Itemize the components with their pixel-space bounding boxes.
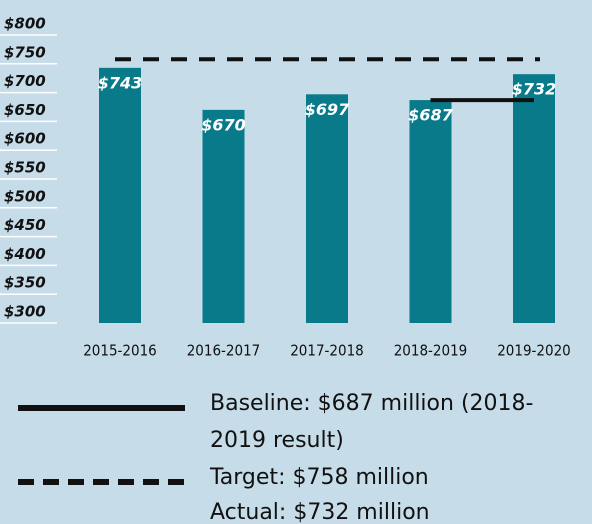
value-label: $670 (201, 115, 246, 134)
y-tick-label: $300 (4, 303, 46, 321)
x-tick-label: 2015-2016 (83, 342, 157, 360)
legend-baseline: Baseline: $687 million (2018-2019 result… (210, 391, 534, 453)
x-tick-label: 2019-2020 (497, 342, 571, 360)
bar (306, 94, 348, 323)
y-tick-label: $450 (4, 216, 46, 234)
y-tick-label: $750 (4, 43, 46, 61)
value-label: $687 (408, 106, 453, 125)
x-tick-label: 2018-2019 (394, 342, 468, 360)
y-tick-label: $700 (4, 72, 46, 90)
value-label: $743 (98, 73, 143, 92)
y-tick-label: $600 (4, 130, 46, 148)
value-label: $697 (305, 100, 350, 119)
value-label: $732 (512, 80, 557, 99)
y-tick-label: $500 (4, 187, 46, 205)
y-tick-label: $650 (4, 101, 46, 119)
bar (513, 74, 555, 323)
y-tick-label: $400 (4, 245, 46, 263)
chart: $300 $350 $400 $450 $500 $550 $600 $650 $700 $750… (0, 15, 571, 360)
x-tick-label: 2017-2018 (290, 342, 364, 360)
bar (202, 109, 245, 323)
y-tick-label: $350 (4, 274, 46, 292)
annotation: Actual: $732 million (210, 500, 430, 524)
legend-lines (18, 405, 185, 485)
y-tick-label: $550 (4, 159, 46, 177)
bar (409, 100, 452, 323)
bar (99, 67, 141, 323)
x-tick-label: 2016-2017 (187, 342, 261, 360)
y-tick-label: $800 (4, 15, 46, 33)
legend-target: Target: $758 million (210, 465, 429, 490)
